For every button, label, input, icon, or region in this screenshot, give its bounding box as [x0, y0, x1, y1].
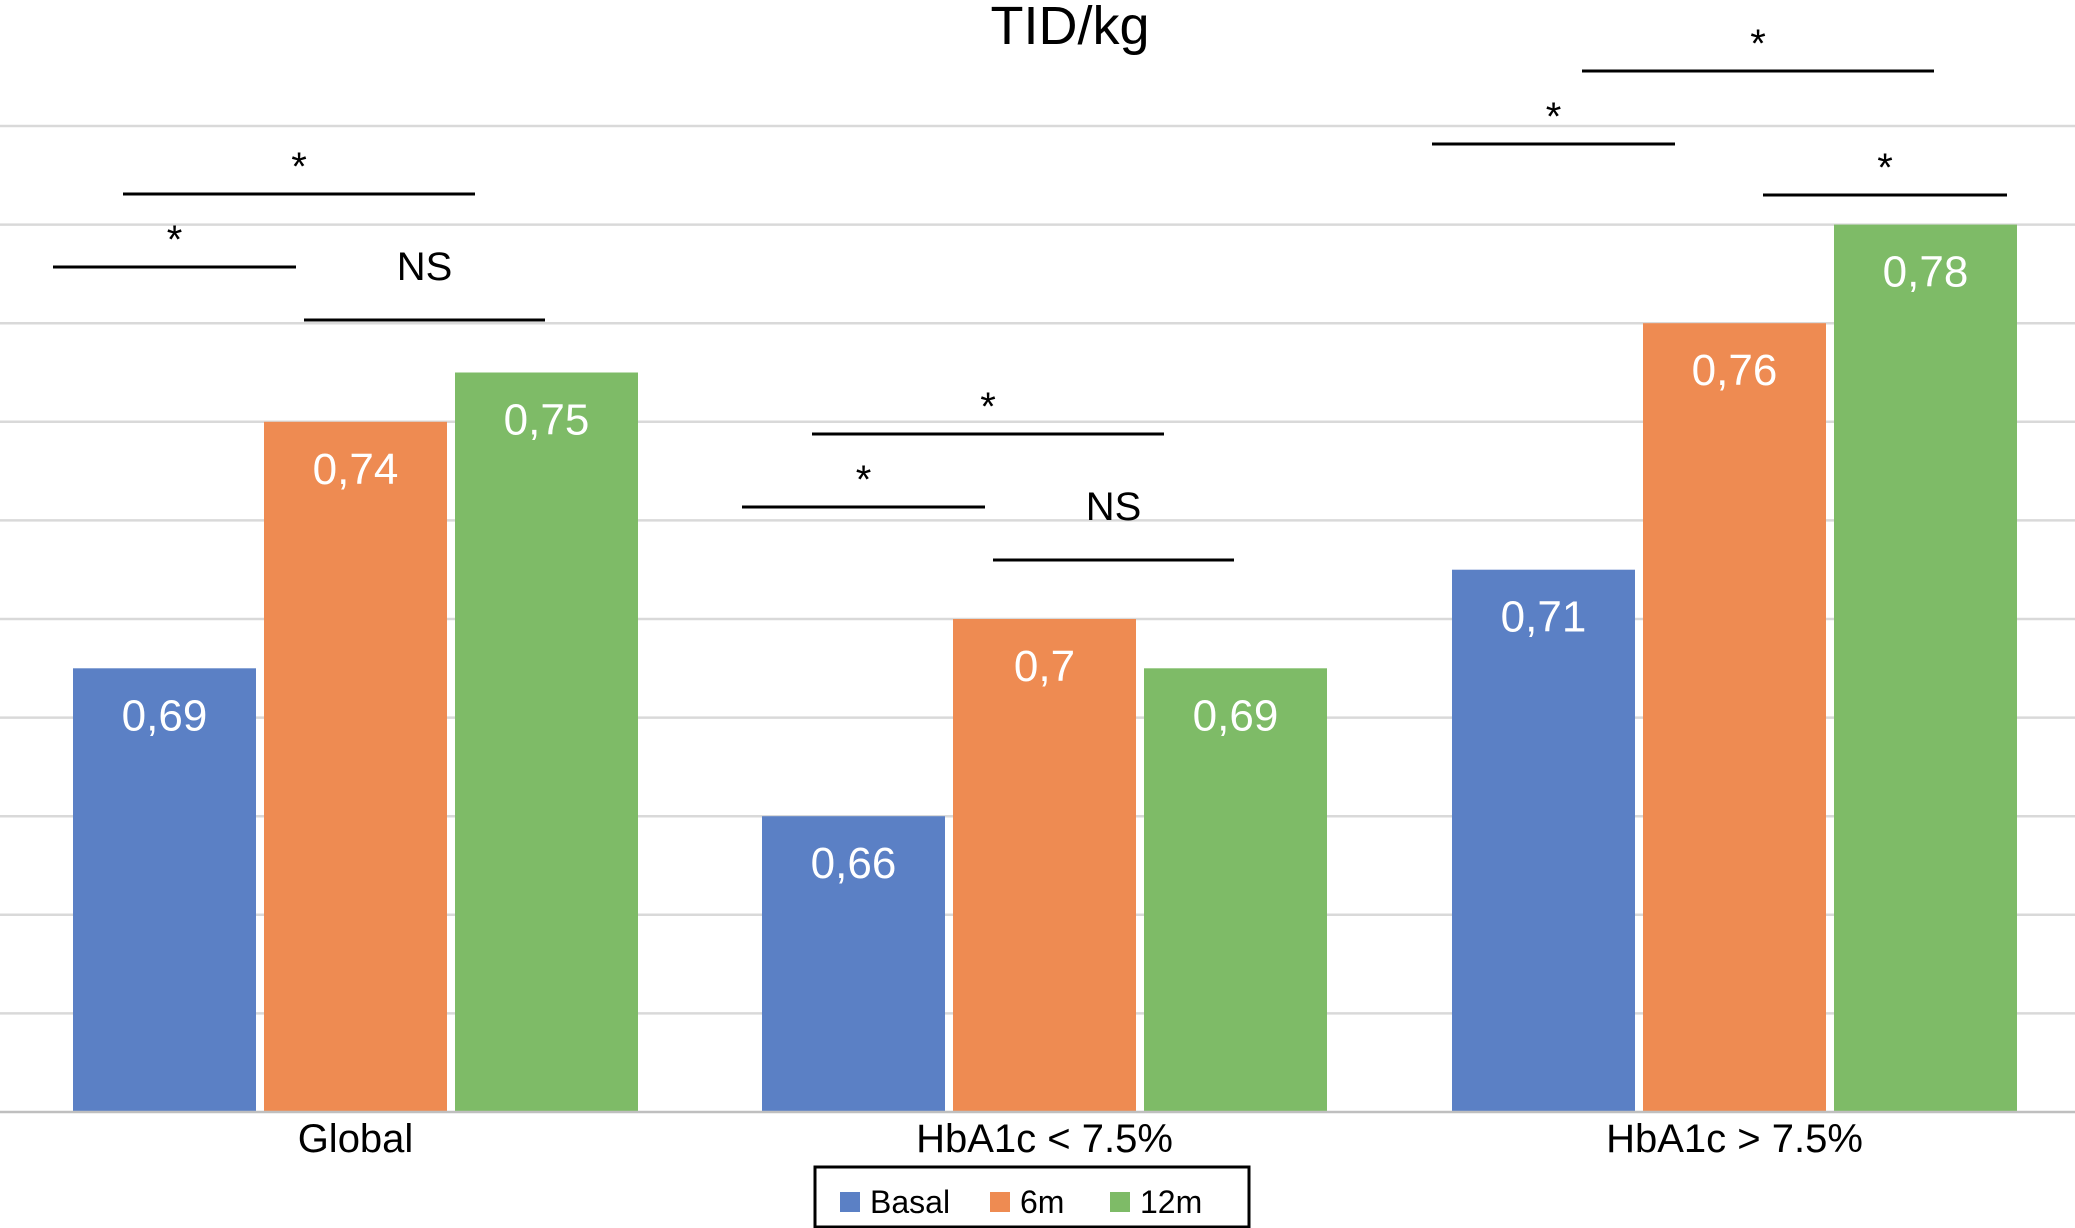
category-labels: Global HbA1c < 7.5% HbA1c > 7.5%	[298, 1117, 1863, 1161]
category-label: Global	[298, 1117, 414, 1161]
bar-value-label: 0,66	[811, 839, 897, 888]
significance-label-ns: NS	[397, 245, 453, 289]
bar-basal-0	[73, 668, 256, 1112]
bar-value-labels: 0,69 0,74 0,75 0,66 0,7 0,69 0,71 0,76 0,78	[122, 248, 1969, 889]
chart-title: TID/kg	[990, 0, 1149, 56]
bar-basal-2	[1452, 569, 1635, 1112]
bar-value-label: 0,74	[313, 445, 399, 494]
bar-value-label: 0,71	[1501, 593, 1587, 642]
bars	[73, 224, 2017, 1113]
category-label: HbA1c > 7.5%	[1606, 1117, 1863, 1161]
significance-star: *	[856, 458, 872, 502]
bar-6m-0	[264, 421, 447, 1112]
bar-value-label: 0,76	[1692, 346, 1778, 395]
legend-swatch-12m	[1110, 1192, 1130, 1212]
significance-star: *	[980, 385, 996, 429]
category-label: HbA1c < 7.5%	[916, 1117, 1173, 1161]
significance-star: *	[167, 218, 183, 262]
bar-12m-2	[1834, 224, 2017, 1113]
legend: Basal 6m 12m	[813, 1165, 1251, 1228]
bar-12m-1	[1144, 668, 1327, 1112]
legend-swatch-basal	[840, 1192, 860, 1212]
legend-label: Basal	[870, 1184, 950, 1220]
bar-value-label: 0,7	[1014, 642, 1075, 691]
bar-12m-0	[455, 372, 638, 1112]
bar-value-label: 0,69	[122, 691, 208, 740]
bar-value-label: 0,75	[504, 396, 590, 445]
significance-star: *	[1546, 95, 1562, 139]
legend-label: 12m	[1140, 1184, 1202, 1220]
legend-label: 6m	[1020, 1184, 1064, 1220]
bar-value-label: 0,78	[1883, 248, 1969, 297]
significance-annotations: * * NS * * NS * * *	[53, 22, 2007, 562]
significance-star: *	[1750, 22, 1766, 66]
bar-6m-2	[1643, 323, 1826, 1112]
bar-6m-1	[953, 619, 1136, 1112]
legend-swatch-6m	[990, 1192, 1010, 1212]
significance-star: *	[291, 145, 307, 189]
legend-frame	[813, 1165, 1251, 1228]
significance-label-ns: NS	[1086, 485, 1142, 529]
bar-basal-1	[762, 816, 945, 1112]
significance-star: *	[1877, 146, 1893, 190]
bar-value-label: 0,69	[1193, 691, 1279, 740]
